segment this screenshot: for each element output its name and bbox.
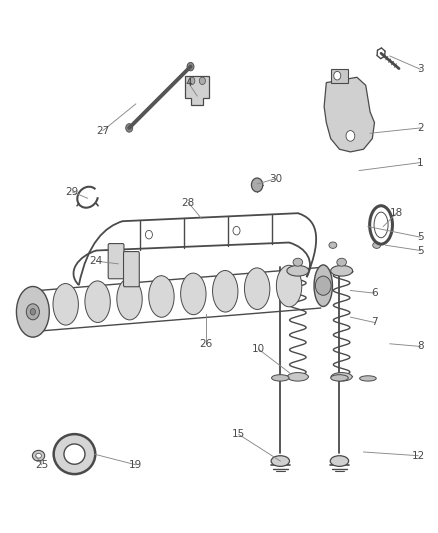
Ellipse shape <box>189 285 198 311</box>
Text: 2: 2 <box>417 123 424 133</box>
Text: 24: 24 <box>90 256 103 266</box>
Ellipse shape <box>337 258 346 266</box>
Circle shape <box>126 124 133 132</box>
Ellipse shape <box>61 295 70 322</box>
Circle shape <box>145 230 152 239</box>
Ellipse shape <box>314 265 332 306</box>
Circle shape <box>26 304 39 320</box>
Ellipse shape <box>64 444 85 464</box>
Circle shape <box>189 77 195 85</box>
Ellipse shape <box>271 456 290 466</box>
Polygon shape <box>331 69 348 83</box>
Text: 30: 30 <box>269 174 283 183</box>
Ellipse shape <box>330 456 349 466</box>
Ellipse shape <box>287 373 308 381</box>
Ellipse shape <box>272 375 289 381</box>
Circle shape <box>251 178 263 192</box>
Text: 10: 10 <box>252 344 265 354</box>
Text: 27: 27 <box>96 126 110 135</box>
Ellipse shape <box>360 376 376 381</box>
Ellipse shape <box>285 277 293 304</box>
Text: 7: 7 <box>371 318 378 327</box>
Ellipse shape <box>244 268 270 310</box>
Ellipse shape <box>329 242 337 248</box>
Ellipse shape <box>276 265 302 307</box>
Text: 15: 15 <box>232 430 245 439</box>
Ellipse shape <box>117 278 142 320</box>
Text: 28: 28 <box>182 198 195 207</box>
Ellipse shape <box>373 242 381 248</box>
Ellipse shape <box>17 287 49 337</box>
Polygon shape <box>324 77 374 152</box>
Ellipse shape <box>85 281 110 322</box>
Text: 25: 25 <box>35 460 48 470</box>
Text: 26: 26 <box>199 339 212 349</box>
FancyBboxPatch shape <box>124 252 139 287</box>
Text: 5: 5 <box>417 232 424 242</box>
Ellipse shape <box>331 375 348 381</box>
Ellipse shape <box>53 284 78 325</box>
Text: 8: 8 <box>417 342 424 351</box>
Text: 19: 19 <box>129 460 142 470</box>
Ellipse shape <box>221 282 230 309</box>
Text: 3: 3 <box>417 64 424 74</box>
Circle shape <box>233 227 240 235</box>
FancyBboxPatch shape <box>108 244 124 279</box>
Polygon shape <box>185 76 209 106</box>
Ellipse shape <box>32 450 45 461</box>
Circle shape <box>187 62 194 71</box>
Circle shape <box>30 309 35 315</box>
Text: 5: 5 <box>417 246 424 255</box>
Circle shape <box>315 276 331 295</box>
Ellipse shape <box>180 273 206 314</box>
Ellipse shape <box>293 258 303 266</box>
Ellipse shape <box>331 265 353 276</box>
Text: 6: 6 <box>371 288 378 298</box>
Circle shape <box>346 131 355 141</box>
Ellipse shape <box>374 212 388 238</box>
Ellipse shape <box>93 293 102 319</box>
Ellipse shape <box>331 373 352 381</box>
Circle shape <box>199 77 205 85</box>
Ellipse shape <box>53 434 95 474</box>
Ellipse shape <box>212 270 238 312</box>
Ellipse shape <box>125 290 134 317</box>
Circle shape <box>334 71 341 80</box>
Text: 12: 12 <box>412 451 425 461</box>
Ellipse shape <box>287 265 309 276</box>
Text: 18: 18 <box>390 208 403 218</box>
Ellipse shape <box>35 453 41 458</box>
Ellipse shape <box>157 287 166 314</box>
Ellipse shape <box>253 280 261 306</box>
Text: 1: 1 <box>417 158 424 167</box>
Text: 4: 4 <box>185 78 192 87</box>
Text: 29: 29 <box>66 187 79 197</box>
Ellipse shape <box>149 276 174 317</box>
